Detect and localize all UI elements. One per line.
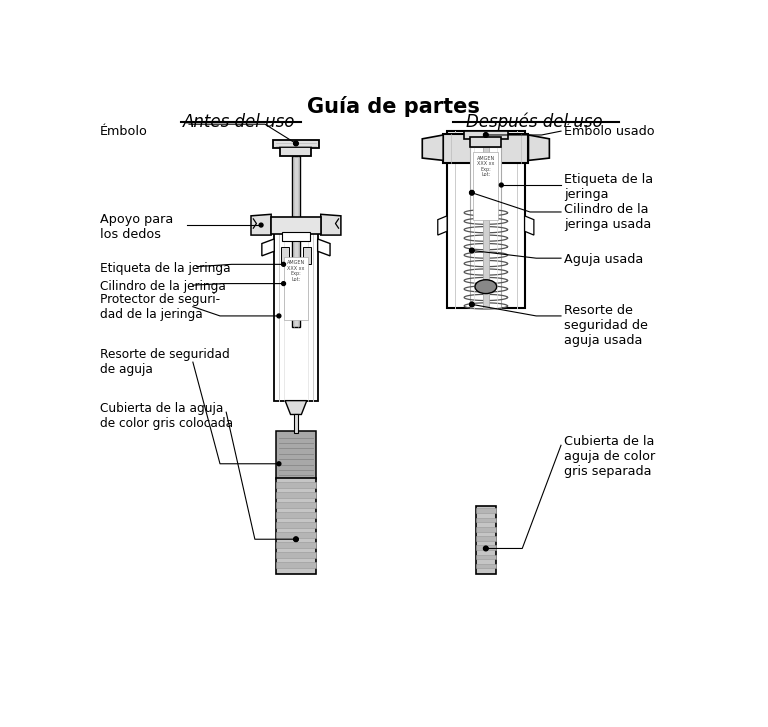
Bar bbox=[273, 140, 319, 148]
Text: AMGEN: AMGEN bbox=[477, 156, 495, 161]
Text: Exp:: Exp: bbox=[290, 271, 301, 276]
Text: Después del uso: Después del uso bbox=[465, 113, 602, 131]
Text: Cubierta de la
aguja de color
gris separada: Cubierta de la aguja de color gris separ… bbox=[564, 435, 655, 478]
Bar bbox=[274, 231, 318, 401]
Bar bbox=[470, 137, 502, 147]
Bar bbox=[276, 492, 316, 498]
Bar bbox=[276, 431, 316, 479]
Circle shape bbox=[294, 537, 298, 541]
Bar bbox=[475, 545, 496, 550]
Bar bbox=[276, 482, 316, 488]
Bar bbox=[282, 232, 310, 241]
Text: Émbolo: Émbolo bbox=[100, 124, 147, 137]
Bar bbox=[475, 508, 496, 513]
Bar bbox=[276, 522, 316, 528]
Text: Resorte de seguridad
de aguja: Resorte de seguridad de aguja bbox=[100, 348, 230, 376]
Circle shape bbox=[470, 302, 474, 306]
Bar bbox=[276, 513, 316, 518]
Polygon shape bbox=[528, 135, 549, 161]
Circle shape bbox=[484, 546, 488, 551]
Text: Émbolo usado: Émbolo usado bbox=[564, 124, 655, 137]
Bar bbox=[276, 562, 316, 568]
Circle shape bbox=[484, 132, 488, 137]
Polygon shape bbox=[285, 401, 306, 414]
Bar bbox=[475, 527, 496, 531]
Bar bbox=[293, 414, 298, 433]
Bar bbox=[475, 555, 496, 559]
Bar bbox=[281, 246, 289, 264]
Bar bbox=[292, 156, 300, 327]
Text: XXX xx: XXX xx bbox=[477, 161, 495, 166]
Bar bbox=[443, 134, 528, 164]
Circle shape bbox=[277, 462, 281, 466]
Polygon shape bbox=[318, 239, 330, 256]
Bar bbox=[483, 147, 489, 308]
Text: Etiqueta de la jeringa: Etiqueta de la jeringa bbox=[100, 262, 230, 275]
Text: Guía de partes: Guía de partes bbox=[307, 97, 480, 118]
Bar bbox=[475, 506, 496, 574]
Polygon shape bbox=[321, 214, 341, 235]
Bar bbox=[475, 564, 496, 569]
Text: Cubierta de la aguja
de color gris colocada: Cubierta de la aguja de color gris coloc… bbox=[100, 402, 233, 430]
Circle shape bbox=[469, 190, 474, 195]
Text: Lot:: Lot: bbox=[291, 277, 300, 281]
Text: AMGEN: AMGEN bbox=[286, 260, 305, 265]
Circle shape bbox=[277, 314, 281, 318]
Polygon shape bbox=[525, 216, 534, 235]
Text: Apoyo para
los dedos: Apoyo para los dedos bbox=[100, 212, 173, 241]
Bar bbox=[473, 152, 498, 220]
Polygon shape bbox=[262, 239, 274, 256]
Bar bbox=[276, 542, 316, 547]
Bar bbox=[303, 246, 311, 264]
Circle shape bbox=[293, 141, 298, 145]
Bar bbox=[271, 217, 321, 233]
Bar bbox=[475, 518, 496, 522]
Circle shape bbox=[469, 248, 474, 253]
Circle shape bbox=[499, 183, 503, 187]
Circle shape bbox=[282, 262, 286, 266]
Text: Etiqueta de la
jeringa: Etiqueta de la jeringa bbox=[564, 172, 654, 201]
Text: Resorte de
seguridad de
aguja usada: Resorte de seguridad de aguja usada bbox=[564, 304, 648, 347]
Bar bbox=[464, 131, 508, 139]
Bar bbox=[276, 502, 316, 507]
Bar bbox=[475, 536, 496, 541]
Text: Cilindro de la jeringa: Cilindro de la jeringa bbox=[100, 280, 226, 293]
Bar bbox=[276, 553, 316, 558]
Circle shape bbox=[484, 133, 488, 137]
Text: Lot:: Lot: bbox=[482, 172, 491, 177]
Bar bbox=[447, 131, 525, 308]
Bar bbox=[470, 147, 502, 308]
Text: Antes del uso: Antes del uso bbox=[184, 113, 296, 131]
Circle shape bbox=[294, 142, 298, 145]
Circle shape bbox=[282, 281, 286, 286]
Text: Protector de seguri-
dad de la jeringa: Protector de seguri- dad de la jeringa bbox=[100, 293, 220, 321]
Ellipse shape bbox=[475, 280, 497, 294]
Polygon shape bbox=[438, 216, 447, 235]
Circle shape bbox=[469, 302, 474, 307]
Text: XXX xx: XXX xx bbox=[287, 266, 305, 271]
Bar bbox=[276, 478, 316, 574]
Circle shape bbox=[470, 190, 474, 195]
Text: Exp:: Exp: bbox=[481, 166, 492, 172]
Text: Aguja usada: Aguja usada bbox=[564, 253, 644, 266]
Circle shape bbox=[470, 249, 474, 252]
Bar bbox=[283, 257, 308, 320]
Bar bbox=[280, 147, 312, 156]
Polygon shape bbox=[422, 135, 443, 161]
Circle shape bbox=[259, 223, 263, 227]
Bar bbox=[276, 532, 316, 538]
Circle shape bbox=[293, 537, 298, 542]
Text: Cilindro de la
jeringa usada: Cilindro de la jeringa usada bbox=[564, 204, 651, 231]
Polygon shape bbox=[251, 214, 271, 235]
Circle shape bbox=[484, 547, 488, 550]
